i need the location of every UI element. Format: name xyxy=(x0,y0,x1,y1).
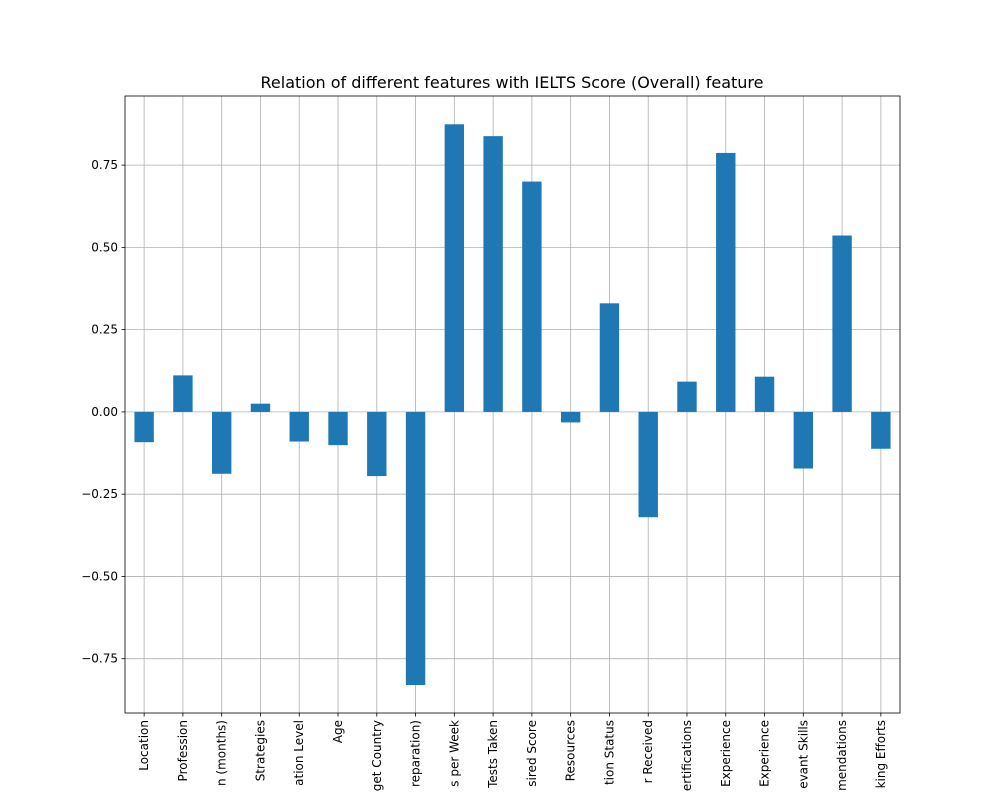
x-tick-label: Age xyxy=(331,720,345,743)
bar xyxy=(173,375,193,412)
x-tick-label: Resources xyxy=(564,720,578,781)
y-tick-label: 0.50 xyxy=(91,240,118,254)
bar xyxy=(599,303,620,412)
x-tick-label: sired Score xyxy=(525,720,539,787)
x-tick-label: king Efforts xyxy=(874,720,888,788)
y-tick-label: −0.25 xyxy=(81,487,118,501)
grid xyxy=(125,96,900,713)
x-tick-label: ertifications xyxy=(680,720,694,791)
y-axis-ticks: −0.75 −0.50 −0.25 0.00 0.25 0.50 0.75 xyxy=(81,158,125,666)
bar xyxy=(716,152,736,412)
x-tick-label: evant Skills xyxy=(796,720,810,789)
x-tick-label: reparation) xyxy=(409,720,423,787)
bar xyxy=(328,411,348,446)
bar xyxy=(250,403,271,412)
y-tick-label: 0.75 xyxy=(91,158,118,172)
x-tick-label: Location xyxy=(137,720,151,771)
x-tick-label: n (months) xyxy=(215,720,229,786)
y-tick-label: 0.00 xyxy=(91,405,118,419)
bar xyxy=(289,411,309,442)
bar xyxy=(871,411,891,449)
x-tick-label: get Country xyxy=(370,720,384,791)
x-tick-label: Experience xyxy=(758,720,772,787)
bar xyxy=(211,411,232,474)
bar xyxy=(560,411,581,423)
bar xyxy=(677,381,697,412)
x-tick-label: ation Level xyxy=(292,720,306,786)
x-tick-label: s per Week xyxy=(447,720,461,787)
plot-frame xyxy=(124,95,901,714)
x-tick-label: r Received xyxy=(641,720,655,783)
x-tick-label: mendations xyxy=(835,720,849,791)
y-tick-label: 0.25 xyxy=(91,323,118,337)
y-tick-label: −0.75 xyxy=(81,652,118,666)
x-tick-label: Tests Taken xyxy=(486,720,500,789)
bar xyxy=(444,124,465,412)
x-axis-ticks: Location Profession n (months) Strategies at… xyxy=(137,713,888,791)
bar xyxy=(638,411,658,518)
x-tick-label: Experience xyxy=(719,720,733,787)
bar xyxy=(522,181,542,412)
bar xyxy=(754,376,775,412)
bar xyxy=(405,411,426,686)
bars xyxy=(134,124,891,686)
bar xyxy=(367,411,387,477)
x-tick-label: Profession xyxy=(176,720,190,781)
bar xyxy=(793,411,814,469)
bar xyxy=(832,235,852,412)
x-tick-label: Strategies xyxy=(253,720,267,781)
chart-title: Relation of different features with IELT… xyxy=(261,73,764,92)
x-tick-label: tion Status xyxy=(602,720,616,785)
bar xyxy=(483,136,503,412)
bar xyxy=(134,411,154,443)
y-tick-label: −0.50 xyxy=(81,569,118,583)
